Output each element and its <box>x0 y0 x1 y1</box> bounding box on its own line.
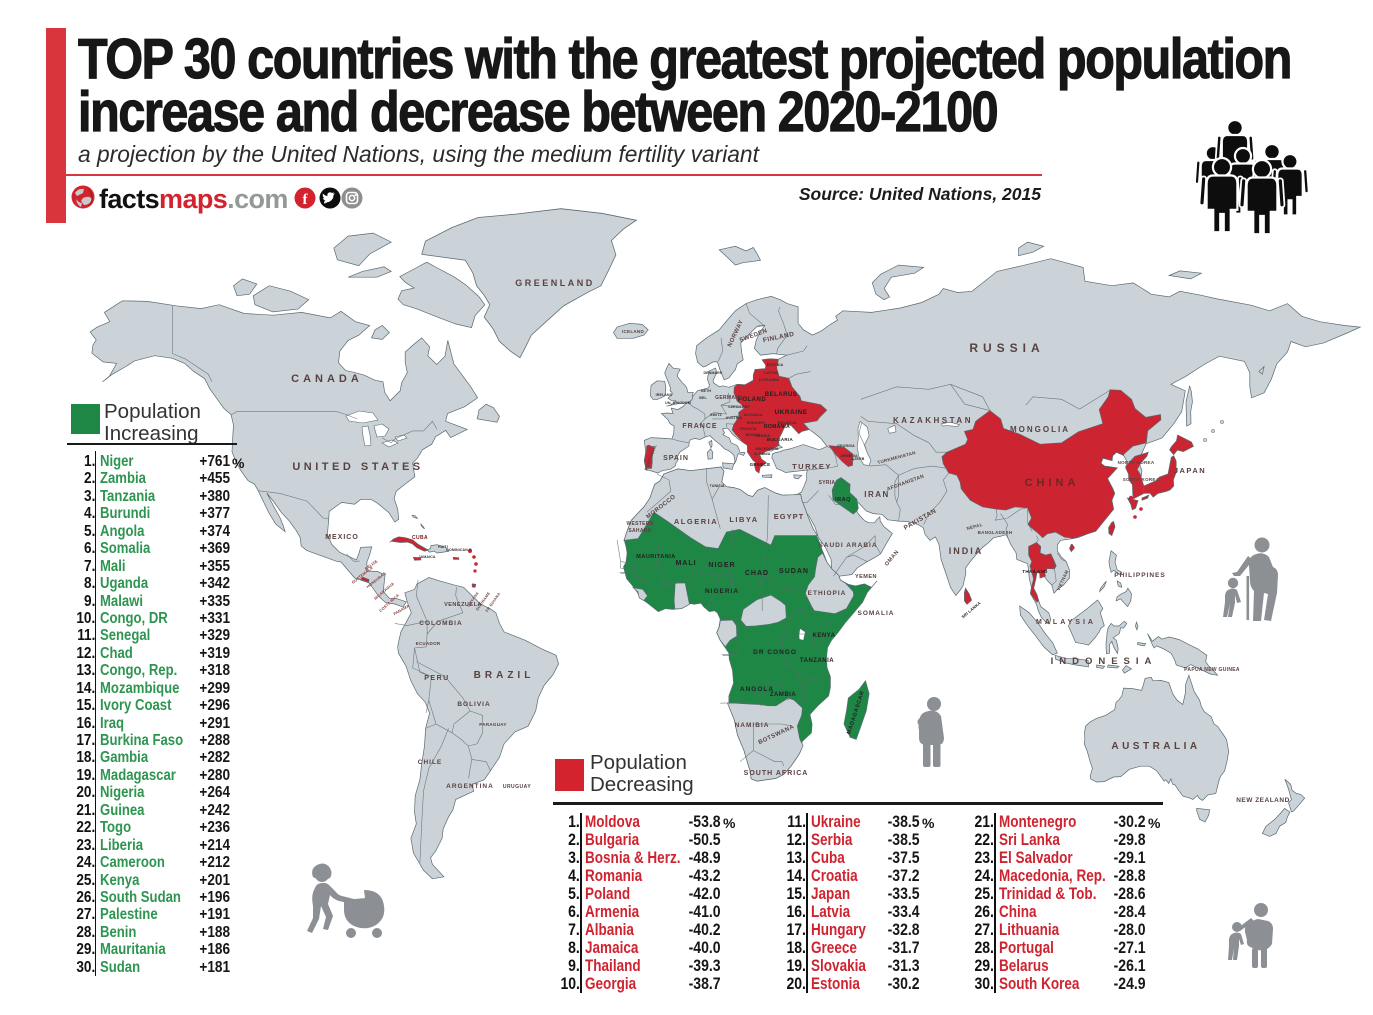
svg-text:SOMALIA: SOMALIA <box>858 610 895 617</box>
svg-text:NIGER: NIGER <box>708 562 735 569</box>
svg-text:ALGERIA: ALGERIA <box>674 517 718 526</box>
svg-text:BANGLADESH: BANGLADESH <box>978 530 1013 535</box>
svg-text:SPAIN: SPAIN <box>663 455 689 462</box>
svg-text:SOUTH KOREA: SOUTH KOREA <box>1123 477 1160 482</box>
svg-text:DENMARK: DENMARK <box>703 371 722 375</box>
svg-text:ZAMBIA: ZAMBIA <box>770 692 796 698</box>
svg-text:CHINA: CHINA <box>1025 477 1080 489</box>
svg-text:BULGARIA: BULGARIA <box>767 437 794 442</box>
svg-text:DOMINICAN R: DOMINICAN R <box>446 548 472 552</box>
svg-text:AUSTRIA: AUSTRIA <box>726 416 743 420</box>
svg-text:HUNGARY: HUNGARY <box>747 421 766 425</box>
svg-text:TUNISIA: TUNISIA <box>709 484 724 488</box>
svg-text:IRAQ: IRAQ <box>835 497 851 503</box>
svg-text:ARGENTINA: ARGENTINA <box>446 783 494 790</box>
svg-text:IRAN: IRAN <box>864 490 890 499</box>
svg-text:FRANCE: FRANCE <box>682 423 717 430</box>
svg-text:PARAGUAY: PARAGUAY <box>479 722 506 727</box>
svg-text:TANZANIA: TANZANIA <box>800 658 834 664</box>
svg-text:DR CONGO: DR CONGO <box>753 649 797 656</box>
svg-text:SOUTH AFRICA: SOUTH AFRICA <box>744 770 809 777</box>
svg-text:CUBA: CUBA <box>412 535 428 541</box>
svg-text:MACEDONIA: MACEDONIA <box>755 447 778 451</box>
svg-text:TURKEY: TURKEY <box>792 462 832 471</box>
svg-text:ALBANIA: ALBANIA <box>754 452 771 456</box>
svg-text:THAILAND: THAILAND <box>1022 569 1048 574</box>
svg-text:KAZAKHSTAN: KAZAKHSTAN <box>893 416 973 425</box>
svg-text:ICELAND: ICELAND <box>622 329 645 334</box>
svg-text:HAITI: HAITI <box>438 545 448 549</box>
svg-text:INDONESIA: INDONESIA <box>1051 656 1158 667</box>
svg-text:f: f <box>303 192 309 208</box>
svg-text:EGYPT: EGYPT <box>774 512 804 521</box>
svg-text:NEPAL: NEPAL <box>966 522 983 531</box>
svg-text:SYRIA: SYRIA <box>819 480 836 486</box>
svg-text:MEXICO: MEXICO <box>325 534 359 541</box>
svg-text:SERBIA: SERBIA <box>756 434 770 438</box>
svg-text:SLOVAKIA: SLOVAKIA <box>743 413 762 417</box>
svg-text:POLAND: POLAND <box>738 397 767 403</box>
svg-text:YEMEN: YEMEN <box>855 574 877 580</box>
svg-text:UNITED STATES: UNITED STATES <box>292 461 423 473</box>
svg-text:MOLDOVA: MOLDOVA <box>778 421 797 425</box>
svg-text:CHAD: CHAD <box>745 570 769 577</box>
svg-text:BELARUS: BELARUS <box>765 392 798 398</box>
svg-text:UN. KINGDOM: UN. KINGDOM <box>665 401 691 405</box>
svg-text:JAPAN: JAPAN <box>1174 466 1206 475</box>
svg-text:SRI LANKA: SRI LANKA <box>960 600 981 619</box>
svg-text:PERU: PERU <box>424 675 449 682</box>
svg-text:BRAZIL: BRAZIL <box>474 670 535 681</box>
svg-text:SAHARA: SAHARA <box>628 528 651 534</box>
svg-text:KENYA: KENYA <box>813 633 836 639</box>
svg-text:PHILIPPINES: PHILIPPINES <box>1114 572 1165 579</box>
svg-text:SAUDI ARABIA: SAUDI ARABIA <box>818 542 877 549</box>
svg-text:UKRAINE: UKRAINE <box>774 409 807 416</box>
svg-text:SUDAN: SUDAN <box>779 568 809 575</box>
svg-text:ECUADOR: ECUADOR <box>416 641 441 646</box>
svg-text:BELIZE: BELIZE <box>364 559 379 571</box>
svg-text:BOSNIA: BOSNIA <box>746 433 761 437</box>
svg-text:NIGERIA: NIGERIA <box>705 588 739 595</box>
svg-text:COLOMBIA: COLOMBIA <box>419 620 462 627</box>
svg-text:ETHIOPIA: ETHIOPIA <box>808 590 847 597</box>
svg-text:LITHUANIA: LITHUANIA <box>759 378 780 382</box>
svg-text:NETH: NETH <box>701 389 711 393</box>
svg-text:MALAYSIA: MALAYSIA <box>1036 619 1096 626</box>
svg-text:CZECH REP: CZECH REP <box>728 405 750 409</box>
svg-text:ESTONIA: ESTONIA <box>767 363 784 367</box>
svg-text:NORTH KOREA: NORTH KOREA <box>1118 460 1155 465</box>
svg-text:GERMANY: GERMANY <box>715 395 743 401</box>
svg-text:AUSTRALIA: AUSTRALIA <box>1111 741 1200 752</box>
svg-text:MAURITANIA: MAURITANIA <box>636 554 675 560</box>
svg-text:GREECE: GREECE <box>750 462 771 467</box>
svg-text:PAPUA NEW GUINEA: PAPUA NEW GUINEA <box>1184 667 1240 673</box>
svg-text:NAMIBIA: NAMIBIA <box>735 722 770 729</box>
svg-text:URUGUAY: URUGUAY <box>503 784 531 790</box>
svg-text:SWITZ: SWITZ <box>710 413 722 417</box>
svg-text:GEORGIA: GEORGIA <box>837 444 855 448</box>
svg-text:WESTERN: WESTERN <box>626 521 653 527</box>
svg-text:CROATIA: CROATIA <box>740 427 757 431</box>
svg-text:VENEZUELA: VENEZUELA <box>444 602 482 608</box>
svg-text:BEL: BEL <box>699 396 707 400</box>
svg-text:MONGOLIA: MONGOLIA <box>1010 425 1070 434</box>
svg-text:INDIA: INDIA <box>949 546 984 556</box>
svg-text:ROMANIA: ROMANIA <box>764 424 790 430</box>
svg-text:OMAN: OMAN <box>884 549 901 567</box>
svg-text:JAMAICA: JAMAICA <box>418 555 435 559</box>
svg-text:LIBYA: LIBYA <box>729 515 758 524</box>
svg-text:LATVIA: LATVIA <box>764 371 778 375</box>
svg-text:IRELAND: IRELAND <box>656 393 673 397</box>
svg-text:BOLIVIA: BOLIVIA <box>457 701 490 708</box>
svg-text:CHILE: CHILE <box>418 759 443 766</box>
svg-text:MALI: MALI <box>675 560 696 567</box>
svg-text:AZERB: AZERB <box>852 457 865 461</box>
svg-text:CANADA: CANADA <box>291 373 363 385</box>
svg-text:NEW ZEALAND: NEW ZEALAND <box>1236 797 1290 804</box>
svg-text:ANGOLA: ANGOLA <box>740 686 774 693</box>
svg-text:GREENLAND: GREENLAND <box>515 278 595 288</box>
svg-text:ARMENIA: ARMENIA <box>840 454 858 458</box>
svg-text:RUSSIA: RUSSIA <box>969 341 1044 355</box>
